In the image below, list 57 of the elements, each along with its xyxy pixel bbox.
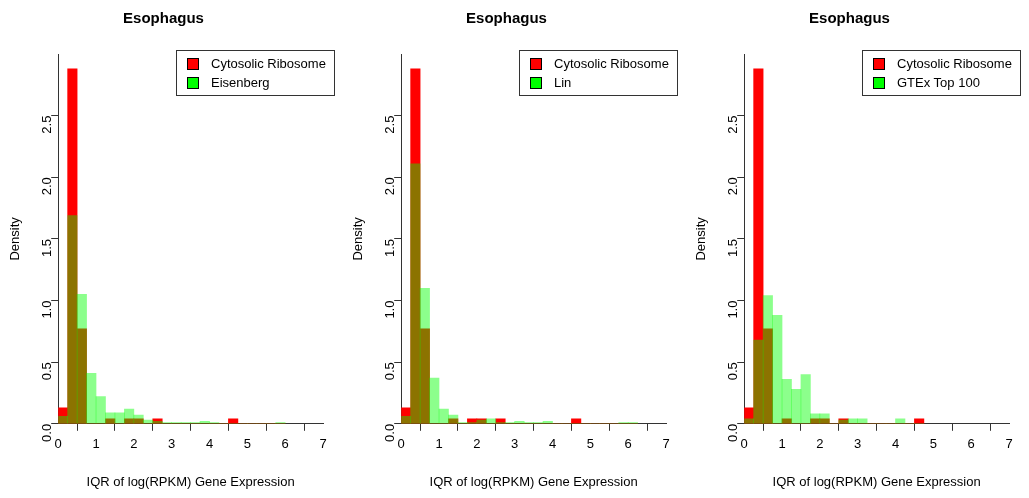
x-tick-label: 6 [624, 436, 632, 452]
y-tick-label: 0.5 [381, 362, 397, 381]
x-axis-title: IQR of log(RPKM) Gene Expression [772, 473, 981, 489]
x-axis-title: IQR of log(RPKM) Gene Expression [86, 473, 295, 489]
x-tick-label: 1 [435, 436, 443, 452]
x-tick-label: 3 [854, 436, 862, 452]
x-tick-label: 3 [168, 436, 176, 452]
legend-label: GTEx Top 100 [897, 74, 980, 92]
y-tick-label: 0.0 [381, 423, 397, 442]
y-tick-label: 0.0 [724, 423, 740, 442]
legend-label: Cytosolic Ribosome [897, 55, 1012, 73]
x-tick-label: 5 [929, 436, 937, 452]
x-tick-label: 6 [281, 436, 289, 452]
x-tick-label: 1 [778, 436, 786, 452]
x-tick-label: 4 [205, 436, 214, 452]
x-tick-label: 1 [92, 436, 100, 452]
x-axis-title: IQR of log(RPKM) Gene Expression [429, 473, 638, 489]
y-tick-label: 0.5 [724, 362, 740, 381]
legend-label: Lin [554, 74, 572, 92]
chart-title: Esophagus [123, 9, 204, 27]
y-tick-label: 0.0 [38, 423, 54, 442]
x-tick-label: 7 [1005, 436, 1013, 452]
legend-label: Cytosolic Ribosome [211, 55, 326, 73]
y-tick-label: 0.5 [38, 362, 54, 381]
x-tick-label: 4 [548, 436, 557, 452]
y-tick-label: 2.5 [38, 115, 54, 134]
x-tick-label: 0 [54, 436, 62, 452]
y-tick-label: 2.0 [724, 177, 740, 196]
y-axis-title: Density [7, 216, 23, 261]
y-tick-label: 1.5 [724, 238, 740, 257]
y-tick-label: 1.5 [38, 238, 54, 257]
x-tick-label: 2 [130, 436, 138, 452]
x-tick-label: 5 [586, 436, 594, 452]
y-tick-label: 1.0 [38, 300, 54, 319]
chart-title: Esophagus [466, 9, 547, 27]
y-axis-title: Density [693, 216, 709, 261]
x-tick-label: 6 [967, 436, 975, 452]
x-tick-label: 2 [816, 436, 824, 452]
y-tick-label: 2.0 [38, 177, 54, 196]
y-tick-label: 1.5 [381, 238, 397, 257]
y-axis-title: Density [350, 216, 366, 261]
legend-label: Cytosolic Ribosome [554, 55, 669, 73]
y-tick-label: 1.0 [381, 300, 397, 319]
x-tick-label: 7 [662, 436, 670, 452]
chart-title: Esophagus [809, 9, 890, 27]
y-tick-label: 1.0 [724, 300, 740, 319]
y-tick-label: 2.0 [381, 177, 397, 196]
y-tick-label: 2.5 [724, 115, 740, 134]
y-tick-label: 2.5 [381, 115, 397, 134]
x-tick-label: 0 [740, 436, 748, 452]
x-tick-label: 3 [511, 436, 519, 452]
x-tick-label: 5 [243, 436, 251, 452]
x-tick-label: 4 [891, 436, 900, 452]
x-tick-label: 7 [319, 436, 327, 452]
x-tick-label: 2 [473, 436, 481, 452]
x-tick-label: 0 [397, 436, 405, 452]
legend-label: Eisenberg [211, 74, 270, 92]
